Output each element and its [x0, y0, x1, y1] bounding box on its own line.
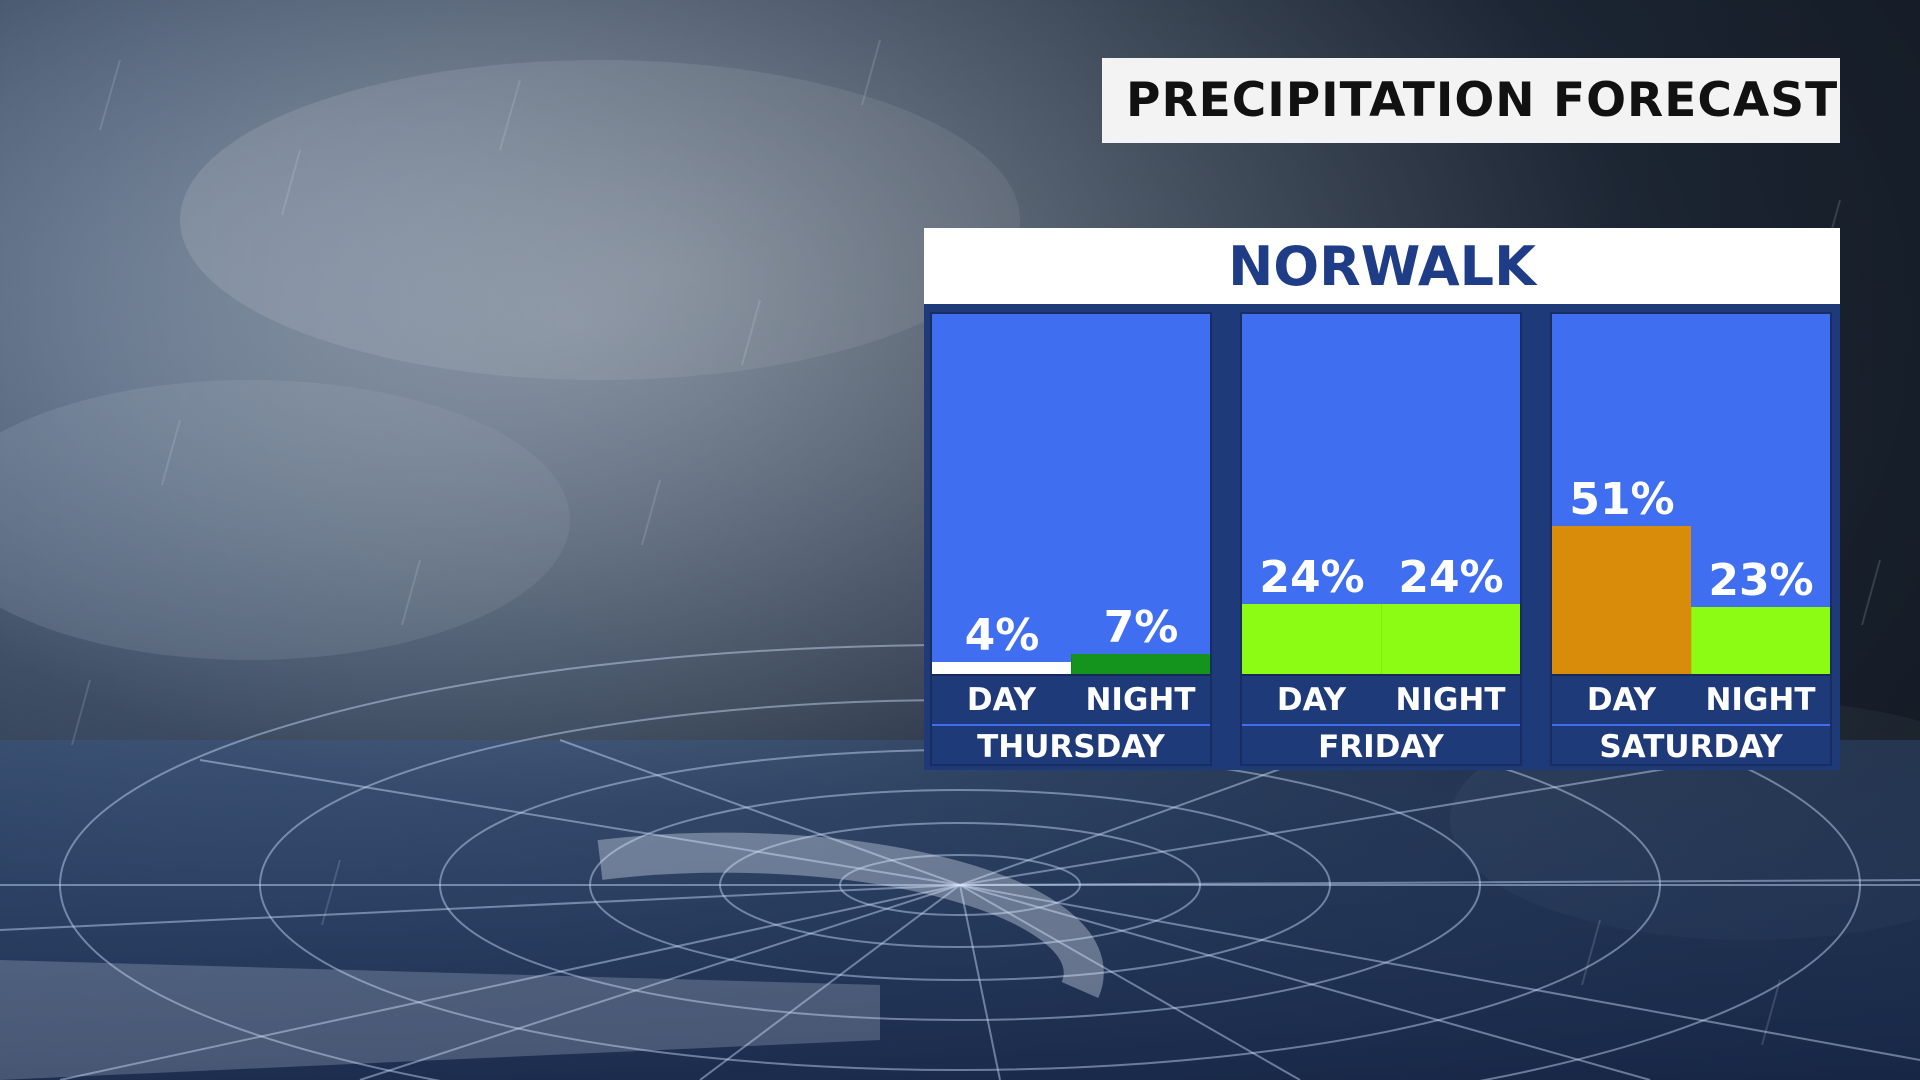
pct-friday-day: 24% — [1259, 552, 1365, 604]
bar-friday-day — [1242, 604, 1381, 674]
bar-saturday-night — [1691, 607, 1830, 674]
day-column-friday: 24% 24% DAY NIGHT FRIDAY — [1240, 312, 1522, 766]
day-label-friday: FRIDAY — [1242, 724, 1520, 764]
period-label-saturday-day: DAY — [1586, 682, 1657, 718]
bar-thursday-day — [932, 662, 1071, 674]
pct-saturday-day: 51% — [1569, 474, 1675, 526]
pct-thursday-night: 7% — [1103, 601, 1179, 653]
day-label-thursday: THURSDAY — [932, 724, 1210, 764]
forecast-panel: NORWALK 4% 7% DAY NIGHT THURSDAY 24% 24%… — [924, 228, 1840, 770]
city-header: NORWALK — [924, 228, 1840, 304]
period-row-friday: DAY NIGHT — [1242, 674, 1520, 724]
day-label-saturday: SATURDAY — [1552, 724, 1830, 764]
period-label-friday-day: DAY — [1276, 682, 1347, 718]
forecast-title: PRECIPITATION FORECAST — [1126, 73, 1839, 128]
period-label-saturday-night: NIGHT — [1705, 682, 1816, 718]
bar-friday-night — [1381, 604, 1520, 674]
forecast-title-box: PRECIPITATION FORECAST — [1102, 58, 1840, 143]
city-name: NORWALK — [1228, 234, 1536, 298]
bar-saturday-day — [1552, 526, 1691, 674]
period-row-thursday: DAY NIGHT — [932, 674, 1210, 724]
period-label-friday-night: NIGHT — [1395, 682, 1506, 718]
pct-saturday-night: 23% — [1708, 555, 1814, 607]
period-label-thursday-night: NIGHT — [1085, 682, 1196, 718]
bar-thursday-night — [1071, 653, 1210, 674]
pct-friday-night: 24% — [1398, 552, 1504, 604]
period-label-thursday-day: DAY — [966, 682, 1037, 718]
period-row-saturday: DAY NIGHT — [1552, 674, 1830, 724]
day-column-saturday: 51% 23% DAY NIGHT SATURDAY — [1550, 312, 1832, 766]
pct-thursday-day: 4% — [964, 610, 1040, 661]
day-column-thursday: 4% 7% DAY NIGHT THURSDAY — [930, 312, 1212, 766]
